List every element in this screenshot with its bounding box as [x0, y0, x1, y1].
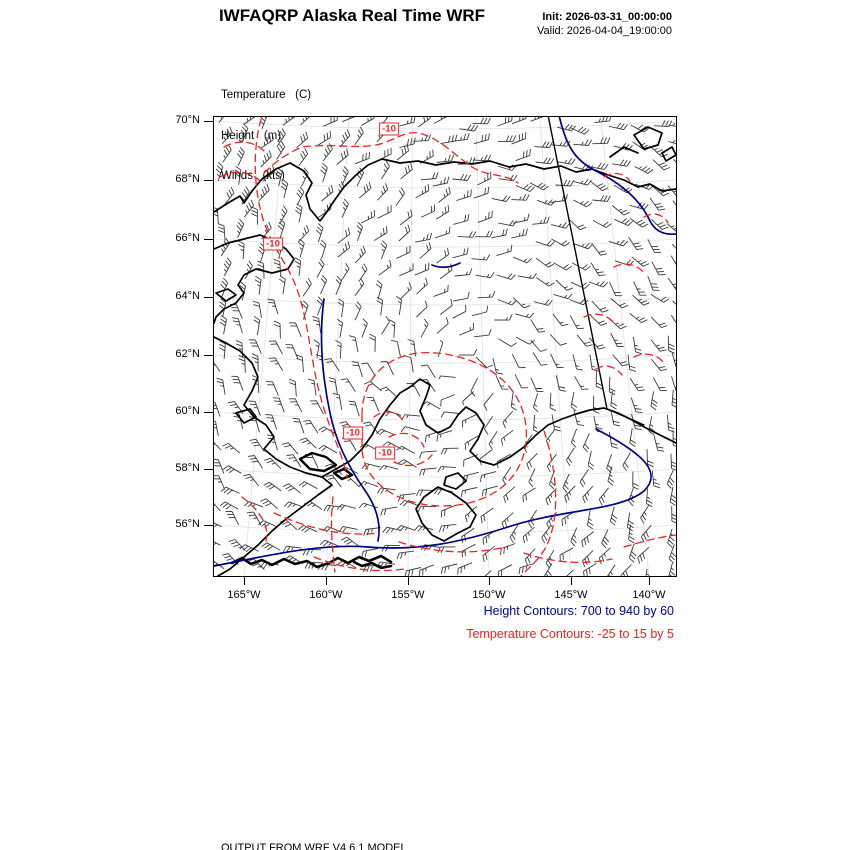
- lat-tick: [204, 296, 214, 298]
- lon-tick: [243, 576, 245, 585]
- lon-tick: [570, 576, 572, 585]
- temperature-contour: [520, 430, 557, 576]
- temperature-contour-label: -10: [343, 426, 363, 440]
- lat-label: 60°N: [175, 405, 200, 417]
- lat-label: 70°N: [175, 114, 200, 126]
- weather-map-canvas: [214, 117, 676, 576]
- temperature-contour: [373, 411, 433, 467]
- legend-temperature: Temperature (C): [221, 89, 312, 101]
- lon-label: 165°W: [227, 589, 261, 601]
- lat-label: 66°N: [175, 232, 200, 244]
- lon-label: 150°W: [472, 589, 506, 601]
- temperature-contour: [219, 141, 265, 182]
- temperature-contour-label: -10: [263, 237, 283, 251]
- height-contour-note: Height Contours: 700 to 940 by 60: [483, 604, 674, 618]
- lon-tick: [325, 576, 327, 585]
- temperature-contour-note: Temperature Contours: -25 to 15 by 5: [466, 627, 674, 641]
- canada-arctic-islands: [609, 126, 676, 162]
- kodiak-island: [415, 486, 477, 542]
- height-contour: [558, 117, 676, 236]
- st-lawrence-island: [215, 288, 237, 302]
- lat-tick: [204, 524, 214, 526]
- west-coast-ak-peninsula: [214, 336, 333, 576]
- lon-label: 160°W: [309, 589, 343, 601]
- lat-tick: [204, 468, 214, 470]
- temperature-contour: [273, 512, 676, 572]
- lon-label: 145°W: [554, 589, 588, 601]
- temperature-contour: [583, 172, 669, 376]
- lon-tick: [648, 576, 650, 585]
- lon-tick: [488, 576, 490, 585]
- temperature-contour: [263, 132, 519, 184]
- map-plot-area: 70°N 68°N 66°N 64°N 62°N 60°N 58°N 56°N 165°W 160…: [175, 114, 677, 601]
- temperature-contour-label: -10: [375, 446, 395, 460]
- lat-label: 62°N: [175, 348, 200, 360]
- height-contour: [214, 428, 652, 567]
- temperature-contour-label: -10: [379, 122, 399, 136]
- lon-label: 155°W: [391, 589, 425, 601]
- lat-label: 68°N: [175, 173, 200, 185]
- graticule-lines: [214, 117, 676, 576]
- page-title: IWFAQRP Alaska Real Time WRF: [218, 6, 486, 25]
- lat-tick: [204, 120, 214, 122]
- lat-label: 56°N: [175, 518, 200, 530]
- lat-label: 58°N: [175, 462, 200, 474]
- lon-tick: [407, 576, 409, 585]
- init-time: Init: 2026-03-31_00:00:00: [542, 11, 672, 23]
- alaska-range-hatch: [230, 554, 393, 570]
- model-version-line: OUTPUT FROM WRF V4.6.1 MODEL: [221, 842, 407, 850]
- seward-peninsula-coast: [214, 234, 295, 324]
- afognak-island: [443, 472, 467, 490]
- lon-label: 140°W: [632, 589, 666, 601]
- run-time-block: Init: 2026-03-31_00:00:00 Valid: 2026-04…: [537, 10, 672, 38]
- height-contour: [431, 262, 461, 269]
- lat-tick: [204, 179, 214, 181]
- bristol-bay-blobs: [298, 451, 354, 481]
- temperature-contour: [361, 351, 527, 507]
- wind-barbs: [214, 117, 676, 576]
- height-contour-layer: [214, 117, 676, 567]
- lat-tick: [204, 238, 214, 240]
- lat-label: 64°N: [175, 290, 200, 302]
- lat-tick: [204, 354, 214, 356]
- model-info-footer: OUTPUT FROM WRF V4.6.1 MODEL WE = 225 ; …: [221, 812, 654, 850]
- graticule-path: [214, 117, 676, 576]
- valid-time: Valid: 2026-04-04_19:00:00: [537, 25, 672, 37]
- coastline-layer: [214, 117, 676, 576]
- temperature-contour: [241, 496, 336, 573]
- temperature-contour-layer: [219, 118, 676, 576]
- temperature-contour: [254, 118, 348, 478]
- height-contour: [320, 298, 380, 542]
- nunivak-island: [235, 408, 257, 424]
- lat-tick: [204, 411, 214, 413]
- cook-inlet-gulf-coast: [321, 378, 676, 478]
- alaska-canada-border: [547, 117, 645, 426]
